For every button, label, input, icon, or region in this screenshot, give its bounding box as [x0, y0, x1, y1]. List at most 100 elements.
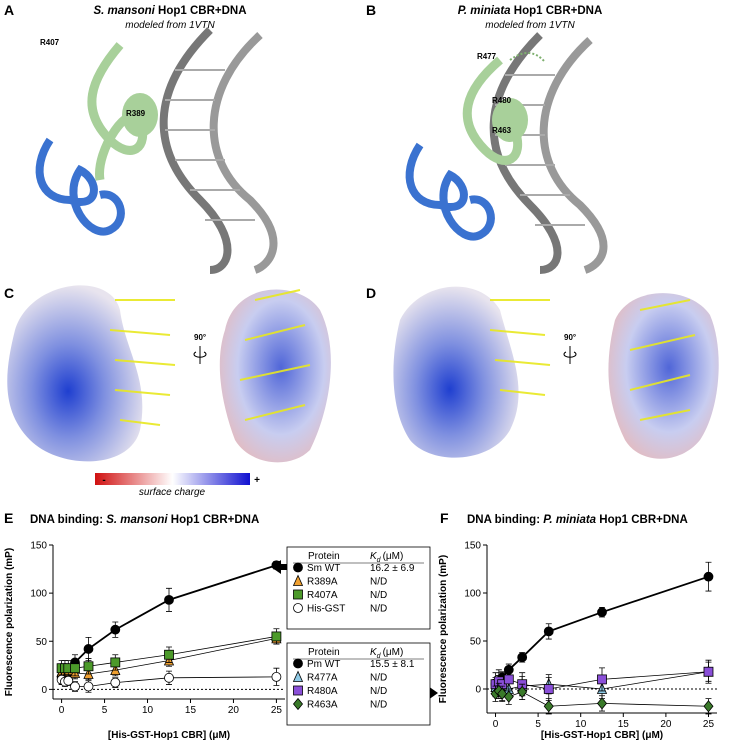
legend-name: His-GST [307, 604, 345, 615]
x-tick-label: 20 [660, 719, 672, 730]
legend-box [286, 546, 431, 630]
legend-kd: N/D [370, 686, 387, 697]
title: Hop1 CBR+DNA [514, 5, 603, 17]
legend-marker [293, 685, 303, 696]
marker [503, 690, 514, 703]
marker [63, 675, 74, 686]
y-tick-label: 0 [475, 685, 481, 696]
panel-label: B [366, 2, 376, 18]
structure-note: modeled from 1VTN [125, 20, 215, 31]
marker [271, 560, 282, 571]
marker [271, 631, 282, 642]
legend-marker [292, 697, 304, 711]
legend-marker [293, 589, 303, 600]
residue-label: R463 [492, 126, 512, 135]
panel-label: C [4, 285, 14, 301]
y-tick-label: 150 [464, 541, 481, 552]
marker [83, 644, 94, 654]
chart-title: DNA binding: S. mansoni Hop1 CBR+DNA [30, 514, 259, 526]
panel-label: F [440, 510, 449, 526]
legend-kd: N/D [370, 590, 387, 601]
charge-minus: - [102, 475, 105, 486]
x-tick-label: 5 [535, 719, 541, 730]
marker [597, 674, 607, 685]
marker [83, 681, 94, 692]
rotation-label: 90° [194, 333, 206, 342]
marker [110, 657, 121, 668]
y-tick-label: 150 [30, 541, 47, 552]
title-species: S. mansoni [106, 514, 168, 526]
y-tick-label: 50 [470, 637, 482, 648]
legend-box [286, 642, 431, 726]
marker [517, 652, 528, 663]
y-tick-label: 100 [30, 589, 47, 600]
title-species: P. miniata [543, 514, 596, 526]
legend-kd: 15.5 ± 8.1 [370, 659, 415, 670]
legend-kd: N/D [370, 577, 387, 588]
x-tick-label: 0 [493, 719, 499, 730]
kd: K [370, 647, 378, 658]
legend-name: Sm WT [307, 563, 340, 574]
marker [517, 685, 528, 699]
legend-kd: N/D [370, 604, 387, 615]
y-tick-label: 50 [36, 637, 48, 648]
legend-name: R463A [307, 700, 338, 711]
y-tick-label: 100 [464, 589, 481, 600]
legend-header: Kd (μM) [370, 647, 403, 660]
charge-plus: + [254, 475, 260, 486]
legend-header: Kd (μM) [370, 551, 403, 564]
chart-title: DNA binding: P. miniata Hop1 CBR+DNA [467, 514, 688, 526]
residue-label: R480 [492, 96, 512, 105]
legend-kd: N/D [370, 673, 387, 684]
kd-unit: (μM) [383, 647, 404, 658]
x-tick-label: 10 [575, 719, 587, 730]
legend-marker [293, 658, 303, 669]
marker [543, 626, 554, 637]
marker [597, 607, 607, 618]
x-axis-label: [His-GST-Hop1 CBR] (μM) [541, 730, 663, 741]
marker [503, 674, 514, 685]
marker [164, 672, 174, 683]
marker [703, 571, 714, 582]
legend-name: R480A [307, 686, 338, 697]
legend-name: R477A [307, 673, 338, 684]
residue-label: R477 [477, 52, 497, 61]
charge-label: surface charge [139, 487, 206, 498]
x-tick-label: 10 [142, 705, 154, 716]
structure-b [405, 32, 608, 274]
surfaces [7, 285, 719, 485]
title-prefix: DNA binding: [30, 514, 103, 526]
y-axis-label: Fluorescence polarization (mP) [438, 555, 449, 703]
panel-label: E [4, 510, 13, 526]
structure-note: modeled from 1VTN [485, 20, 575, 31]
marker [703, 666, 714, 677]
structure-title: S. mansoni Hop1 CBR+DNA [93, 5, 246, 17]
x-tick-label: 15 [618, 719, 630, 730]
marker [83, 661, 94, 672]
kd: K [370, 551, 378, 562]
x-tick-label: 5 [102, 705, 108, 716]
structure-a [35, 27, 278, 274]
legend-name: R407A [307, 590, 338, 601]
legend-header: Protein [308, 647, 340, 658]
title-suffix: Hop1 CBR+DNA [171, 514, 260, 526]
marker [110, 624, 121, 635]
marker [271, 671, 282, 682]
kd-unit: (μM) [383, 551, 404, 562]
marker [164, 649, 174, 660]
residue-label: R407 [40, 38, 60, 47]
x-axis-label: [His-GST-Hop1 CBR] (μM) [108, 730, 230, 741]
x-tick-label: 20 [228, 705, 240, 716]
legend-name: Pm WT [307, 659, 340, 670]
panel-label: D [366, 285, 376, 301]
kd-sub: d [377, 557, 382, 564]
species: S. mansoni [93, 5, 155, 17]
y-tick-label: 0 [41, 685, 47, 696]
structure-title: P. miniata Hop1 CBR+DNA [458, 5, 603, 17]
title-suffix: Hop1 CBR+DNA [599, 514, 688, 526]
y-axis-label: Fluorescence polarization (mP) [4, 548, 15, 696]
marker [164, 594, 174, 605]
legend-marker [292, 574, 304, 586]
legend-kd: N/D [370, 700, 387, 711]
